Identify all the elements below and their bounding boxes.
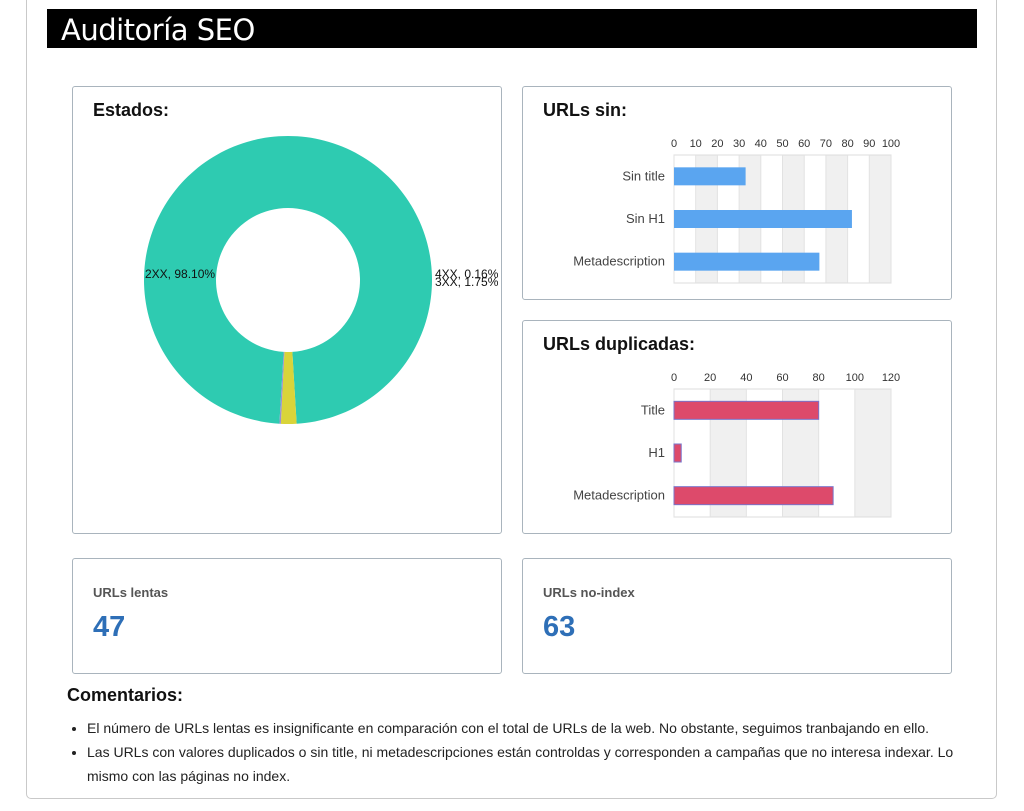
donut-label-3xx: 3XX, 1.75%: [435, 275, 499, 289]
dup-bar: [673, 443, 682, 463]
urls-lentas-card: URLs lentas 47: [72, 558, 502, 674]
donut-slice-2xx: [144, 136, 433, 424]
dup-grid-band: [854, 389, 891, 517]
sin-tick-label: 80: [841, 138, 853, 150]
dup-category-label: Metadescription: [573, 488, 665, 503]
dup-category-label: H1: [648, 445, 665, 460]
comentarios-list: El número de URLs lentas es insignifican…: [67, 716, 987, 788]
dup-tick-label: 60: [776, 372, 788, 384]
dup-tick-label: 0: [671, 372, 677, 384]
urls-noindex-value: 63: [543, 611, 576, 643]
dup-tick-label: 20: [704, 372, 716, 384]
sin-category-label: Sin title: [622, 168, 665, 183]
estados-card: Estados: 2XX, 98.10% 3XX, 1.75% 4XX, 0.16%: [72, 86, 502, 534]
sin-category-label: Metadescription: [573, 254, 665, 269]
sin-bar: [674, 210, 852, 228]
sin-category-label: Sin H1: [626, 211, 665, 226]
urls-sin-bar-chart: 0 10 20 30 40 50 60 70 80 90 100 Sin title Sin H1 Met…: [573, 138, 900, 284]
dup-bar: [673, 486, 834, 506]
sin-tick-label: 90: [863, 138, 875, 150]
urls-duplicadas-bar-chart: 0 20 40 60 80 100 120 Title H1 Metadescription: [573, 372, 900, 518]
dup-category-label: Title: [641, 402, 665, 417]
dup-tick-label: 40: [740, 372, 752, 384]
donut-slice-4xx: [279, 351, 285, 424]
sin-tick-label: 20: [711, 138, 723, 150]
sin-tick-label: 50: [776, 138, 788, 150]
urls-lentas-label: URLs lentas: [93, 585, 169, 600]
urls-sin-card: URLs sin: 0 10 20 30 40 50 60 70 80 90 100 Sin titl…: [522, 86, 952, 300]
sin-grid-band: [869, 155, 891, 283]
urls-sin-title: URLs sin:: [543, 100, 628, 120]
donut-label-2xx: 2XX, 98.10%: [145, 267, 215, 281]
donut-slice-3xx: [280, 351, 297, 424]
comentario-item: El número de URLs lentas es insignifican…: [87, 716, 987, 740]
dup-tick-label: 100: [846, 372, 864, 384]
sin-tick-label: 40: [755, 138, 767, 150]
estados-title: Estados:: [93, 100, 170, 120]
urls-noindex-card: URLs no-index 63: [522, 558, 952, 674]
urls-noindex-label: URLs no-index: [543, 585, 635, 600]
sin-tick-label: 10: [690, 138, 702, 150]
dup-tick-label: 80: [813, 372, 825, 384]
urls-duplicadas-title: URLs duplicadas:: [543, 334, 696, 354]
urls-duplicadas-card: URLs duplicadas: 0 20 40 60 80 100 120 Title H1 M…: [522, 320, 952, 534]
sin-tick-label: 100: [882, 138, 900, 150]
sin-tick-label: 0: [671, 138, 677, 150]
urls-lentas-value: 47: [93, 611, 126, 643]
header-banner: Auditoría SEO: [47, 9, 977, 48]
sin-bar: [674, 167, 746, 186]
sin-tick-label: 60: [798, 138, 810, 150]
sin-tick-label: 70: [820, 138, 832, 150]
sin-bar: [674, 252, 820, 271]
comentarios-title: Comentarios:: [67, 685, 184, 705]
estados-donut-chart: 2XX, 98.10% 3XX, 1.75%4XX, 0.16%: [144, 136, 499, 424]
sin-tick-label: 30: [733, 138, 745, 150]
dup-bar: [673, 400, 820, 420]
comentario-item: Las URLs con valores duplicados o sin ti…: [87, 740, 987, 788]
donut-label-4xx: 4XX, 0.16%: [435, 267, 499, 281]
dup-tick-label: 120: [882, 372, 900, 384]
page-title: Auditoría SEO: [61, 13, 255, 47]
